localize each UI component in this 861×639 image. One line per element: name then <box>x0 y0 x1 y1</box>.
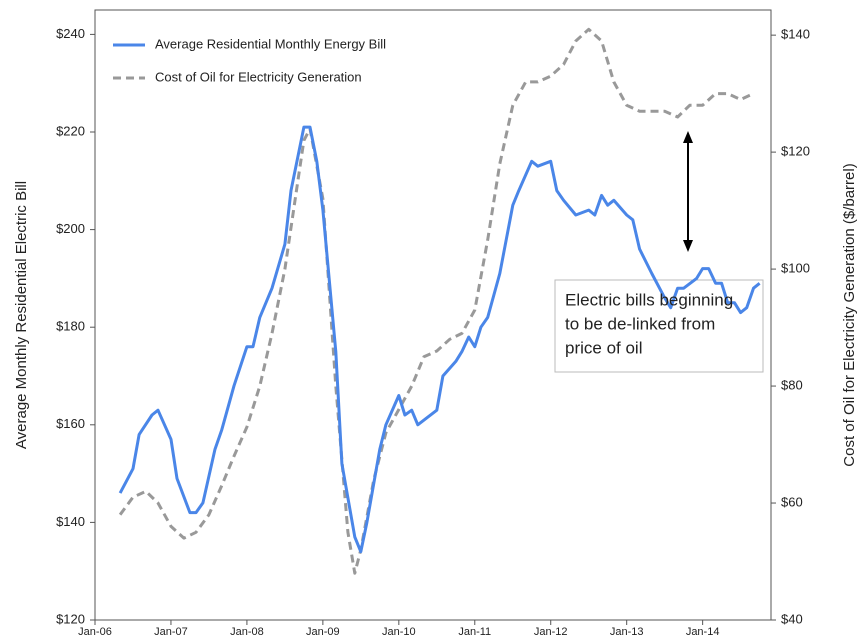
annotation-box <box>554 279 764 373</box>
x-tick-label: Jan-06 <box>78 626 112 638</box>
annotation-text: price of oil <box>565 338 642 357</box>
y-tick-label: $220 <box>56 123 85 138</box>
y2-tick-label: $60 <box>781 494 803 509</box>
annotation-text: to be de-linked from <box>565 314 715 333</box>
y-tick-label: $180 <box>56 319 85 334</box>
y2-tick-label: $120 <box>781 144 810 159</box>
y2-tick-label: $140 <box>781 27 810 42</box>
annotation-text: Electric bills beginning <box>565 290 733 309</box>
y2-axis-label: Cost of Oil for Electricity Generation (… <box>841 163 858 466</box>
legend-label: Cost of Oil for Electricity Generation <box>155 69 362 84</box>
x-tick-label: Jan-12 <box>534 626 568 638</box>
y-tick-label: $140 <box>56 514 85 529</box>
plot-frame <box>94 9 772 621</box>
y-tick-label: $120 <box>56 611 85 626</box>
x-tick-label: Jan-14 <box>686 626 720 638</box>
y-tick-label: $200 <box>56 221 85 236</box>
x-tick-label: Jan-09 <box>306 626 340 638</box>
y-tick-label: $160 <box>56 416 85 431</box>
y2-tick-label: $100 <box>781 261 810 276</box>
x-tick-label: Jan-11 <box>458 626 491 638</box>
double-arrow <box>683 131 693 252</box>
x-tick-label: Jan-07 <box>154 626 188 638</box>
x-tick-label: Jan-13 <box>610 626 644 638</box>
x-tick-label: Jan-10 <box>382 626 416 638</box>
y2-tick-label: $40 <box>781 611 803 626</box>
x-tick-label: Jan-08 <box>230 626 264 638</box>
data-line <box>118 125 761 554</box>
y-axis-label: Average Monthly Residential Electric Bil… <box>13 181 30 449</box>
legend-label: Average Residential Monthly Energy Bill <box>155 36 386 51</box>
data-line <box>118 27 755 575</box>
y-tick-label: $240 <box>56 26 85 41</box>
y2-tick-label: $80 <box>781 377 803 392</box>
